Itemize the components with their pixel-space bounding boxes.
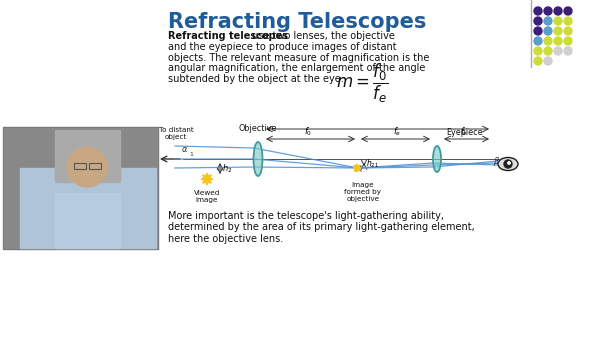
Text: Refracting Telescopes: Refracting Telescopes xyxy=(168,12,426,32)
Circle shape xyxy=(534,7,542,15)
Text: Eyepiece: Eyepiece xyxy=(447,128,483,137)
Text: determined by the area of its primary light-gathering element,: determined by the area of its primary li… xyxy=(168,222,475,233)
Text: angular magnification, the enlargement of the angle: angular magnification, the enlargement o… xyxy=(168,63,425,73)
Text: Viewed
image: Viewed image xyxy=(194,190,220,203)
Circle shape xyxy=(554,37,562,45)
Circle shape xyxy=(554,17,562,25)
Circle shape xyxy=(67,147,107,187)
Circle shape xyxy=(508,162,510,164)
Text: $\beta$: $\beta$ xyxy=(493,155,500,168)
Circle shape xyxy=(564,37,572,45)
Circle shape xyxy=(564,7,572,15)
Bar xyxy=(20,168,156,248)
Bar xyxy=(3,127,158,249)
Circle shape xyxy=(544,47,552,55)
Circle shape xyxy=(534,47,542,55)
Bar xyxy=(89,163,101,169)
Polygon shape xyxy=(201,173,213,185)
Bar xyxy=(55,193,120,248)
Circle shape xyxy=(534,57,542,65)
Polygon shape xyxy=(353,164,361,172)
Circle shape xyxy=(544,57,552,65)
Circle shape xyxy=(534,37,542,45)
Text: objects. The relevant measure of magnification is the: objects. The relevant measure of magnifi… xyxy=(168,53,429,63)
Circle shape xyxy=(544,27,552,35)
Circle shape xyxy=(534,27,542,35)
Text: Refracting telescopes: Refracting telescopes xyxy=(168,31,288,41)
Bar xyxy=(74,163,86,169)
Text: $h_{21}$: $h_{21}$ xyxy=(366,157,379,170)
Text: $f_e$: $f_e$ xyxy=(394,125,402,137)
Circle shape xyxy=(544,7,552,15)
Text: here the objective lens.: here the objective lens. xyxy=(168,234,283,244)
Text: $f_0$: $f_0$ xyxy=(304,125,312,137)
Bar xyxy=(55,130,120,182)
Text: subtended by the object at the eye:: subtended by the object at the eye: xyxy=(168,74,344,84)
Text: $f_e$: $f_e$ xyxy=(461,125,468,137)
Circle shape xyxy=(564,17,572,25)
Text: Objective: Objective xyxy=(239,124,277,133)
Text: To distant
object: To distant object xyxy=(159,127,193,140)
Text: Image
formed by
objective: Image formed by objective xyxy=(344,182,382,202)
Text: $\alpha$: $\alpha$ xyxy=(181,145,189,154)
Text: 1: 1 xyxy=(189,152,193,157)
Circle shape xyxy=(564,47,572,55)
Ellipse shape xyxy=(498,157,518,171)
Text: More important is the telescope's light-gathering ability,: More important is the telescope's light-… xyxy=(168,211,444,221)
Ellipse shape xyxy=(433,146,441,172)
Ellipse shape xyxy=(253,142,262,176)
Text: use two lenses, the objective: use two lenses, the objective xyxy=(249,31,395,41)
Bar xyxy=(4,128,157,248)
Circle shape xyxy=(534,17,542,25)
Circle shape xyxy=(544,37,552,45)
Circle shape xyxy=(554,7,562,15)
Text: and the eyepiece to produce images of distant: and the eyepiece to produce images of di… xyxy=(168,42,397,52)
Circle shape xyxy=(564,27,572,35)
Circle shape xyxy=(544,17,552,25)
Circle shape xyxy=(554,27,562,35)
Circle shape xyxy=(554,47,562,55)
Text: $h_2$: $h_2$ xyxy=(222,163,232,175)
Circle shape xyxy=(504,160,512,168)
Text: $m = \dfrac{f_0}{f_e}$: $m = \dfrac{f_0}{f_e}$ xyxy=(336,61,388,104)
